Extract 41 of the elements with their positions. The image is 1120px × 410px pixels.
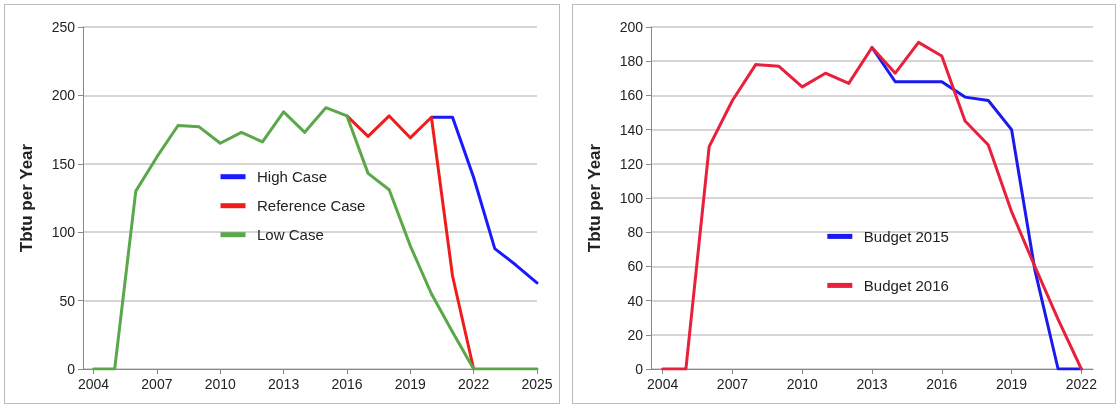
x-tick-label: 2010 (204, 376, 237, 392)
y-tick-label: 40 (627, 292, 644, 309)
x-tick-label: 2004 (77, 376, 110, 392)
y-tick-label: 0 (67, 361, 76, 377)
y-tick-label: 250 (51, 19, 76, 35)
y-tick-label: 150 (51, 155, 76, 172)
y-axis-title: Tbtu per Year (585, 143, 604, 253)
legend-label: Budget 2015 (863, 227, 949, 245)
legend-label: Reference Case (257, 197, 366, 215)
x-tick-label: 2007 (716, 376, 749, 392)
y-axis-title: Tbtu per Year (17, 143, 36, 253)
x-tick-label: 2007 (141, 376, 173, 392)
x-tick-label: 2013 (268, 376, 300, 392)
y-tick-label: 140 (619, 121, 644, 138)
x-tick-label: 2016 (926, 376, 958, 392)
line-series (92, 106, 539, 371)
legend-label: High Case (257, 168, 328, 186)
x-tick-label: 2022 (1065, 376, 1098, 392)
x-tick-label: 2019 (996, 376, 1028, 392)
y-tick-label: 80 (627, 224, 644, 241)
x-tick-label: 2019 (394, 376, 427, 392)
y-tick-label: 100 (619, 190, 644, 206)
line-series (661, 40, 1083, 371)
legend-label: Low Case (257, 226, 324, 244)
x-tick-label: 2010 (786, 376, 818, 392)
y-tick-label: 200 (619, 19, 644, 35)
x-tick-label: 2022 (458, 376, 490, 392)
x-tick-label: 2004 (647, 376, 679, 392)
y-tick-label: 0 (635, 361, 644, 377)
y-tick-label: 60 (627, 258, 644, 275)
y-tick-label: 100 (51, 224, 76, 241)
y-tick-label: 50 (59, 292, 76, 309)
x-tick-label: 2025 (521, 376, 553, 392)
legend-label: Budget 2016 (863, 276, 949, 294)
y-tick-label: 180 (619, 53, 644, 70)
y-tick-label: 120 (619, 155, 644, 172)
y-tick-label: 200 (51, 87, 76, 104)
x-tick-label: 2016 (331, 376, 363, 392)
x-tick-label: 2013 (856, 376, 888, 392)
y-tick-label: 160 (619, 87, 644, 104)
y-tick-label: 20 (627, 326, 644, 343)
